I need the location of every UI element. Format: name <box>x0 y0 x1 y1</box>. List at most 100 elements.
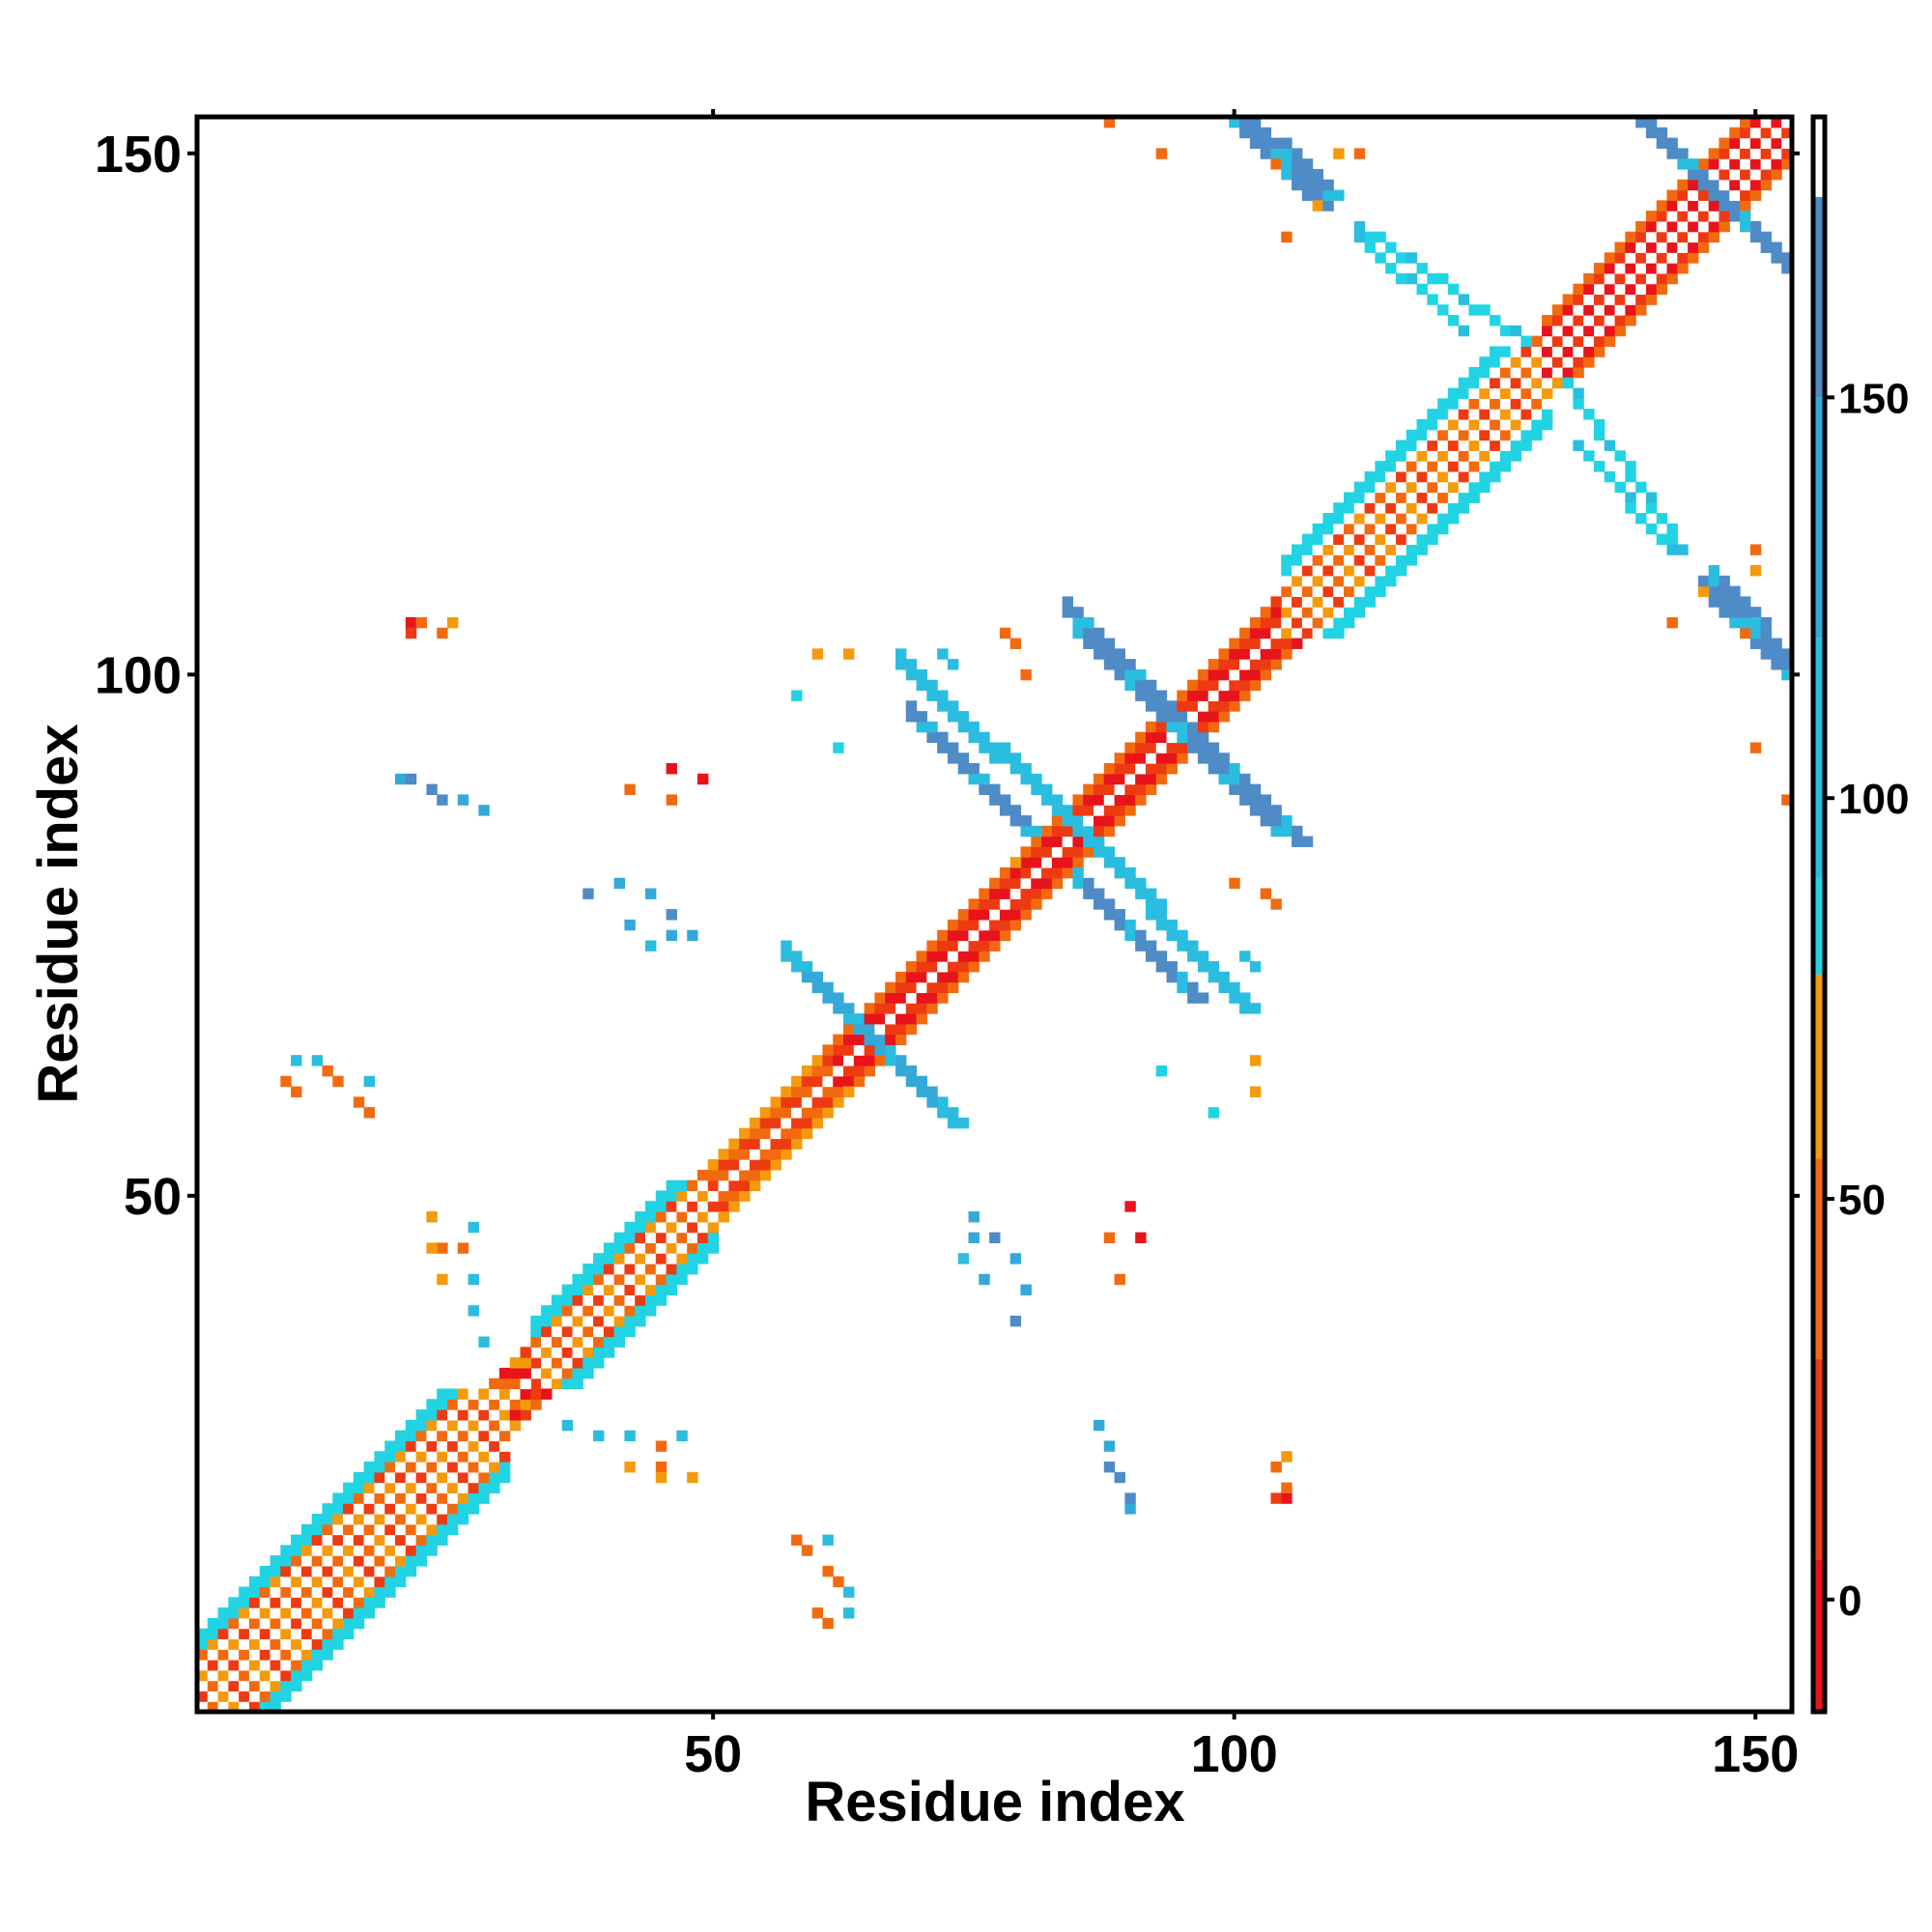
heatmap-cell <box>1292 836 1303 847</box>
heatmap-cell <box>291 1086 302 1097</box>
heatmap-cell <box>1249 805 1262 816</box>
heatmap-cell <box>207 1690 219 1702</box>
heatmap-cell <box>593 1294 605 1306</box>
heatmap-cell <box>1051 794 1064 806</box>
heatmap-cell <box>228 1660 240 1671</box>
heatmap-cell <box>1114 805 1125 816</box>
heatmap-cell <box>1437 481 1449 494</box>
heatmap-cell <box>1697 189 1710 201</box>
heatmap-cell <box>1666 220 1678 233</box>
heatmap-cell <box>1625 231 1636 243</box>
heatmap-cell <box>1124 783 1136 795</box>
heatmap-cell <box>1187 700 1199 712</box>
heatmap-cell <box>270 1607 281 1619</box>
heatmap-cell <box>1103 659 1116 670</box>
heatmap-cell <box>1583 325 1595 337</box>
heatmap-cell <box>1312 533 1324 546</box>
heatmap-cell <box>384 1451 396 1463</box>
heatmap-cell <box>468 1221 479 1234</box>
heatmap-cell <box>332 1555 344 1567</box>
heatmap-cell <box>1583 356 1595 368</box>
heatmap-cell <box>676 1221 688 1234</box>
heatmap-cell <box>1364 242 1376 253</box>
heatmap-cell <box>530 1367 542 1379</box>
heatmap-cell <box>1688 231 1699 243</box>
heatmap-cell <box>343 1503 355 1515</box>
heatmap-cell <box>822 1096 834 1108</box>
heatmap-cell <box>1666 263 1678 274</box>
heatmap-cell <box>1614 450 1626 462</box>
colorbar <box>1813 117 1825 1712</box>
heatmap-cell <box>968 721 980 733</box>
heatmap-cell <box>1301 616 1314 629</box>
heatmap-cell <box>1312 565 1324 577</box>
heatmap-cell <box>405 616 417 629</box>
heatmap-cell <box>1114 919 1125 931</box>
heatmap-cell <box>520 1357 531 1369</box>
heatmap-cell <box>582 1357 594 1369</box>
colorbar-band <box>1813 196 1825 398</box>
heatmap-cell <box>353 1503 365 1515</box>
heatmap-cell <box>1542 366 1553 379</box>
heatmap-cell <box>405 1555 417 1567</box>
heatmap-cell <box>968 929 980 942</box>
heatmap-cell <box>489 1440 500 1452</box>
heatmap-cell <box>1239 638 1251 649</box>
heatmap-cell <box>217 1680 229 1692</box>
heatmap-cell <box>1583 304 1595 316</box>
heatmap-cell <box>1479 429 1491 441</box>
heatmap-cell <box>239 1628 250 1640</box>
heatmap-cell <box>551 1367 563 1379</box>
heatmap-cell <box>1292 565 1303 577</box>
heatmap-cell <box>270 1660 281 1671</box>
heatmap-cell <box>259 1680 271 1692</box>
heatmap-cell <box>749 1179 761 1192</box>
heatmap-cell <box>1656 137 1668 149</box>
heatmap-cell <box>843 648 855 660</box>
heatmap-cell <box>1385 523 1397 535</box>
heatmap-cell <box>1562 356 1574 368</box>
heatmap-cell <box>332 1628 344 1640</box>
heatmap-cell <box>1551 377 1564 389</box>
heatmap-cell <box>916 1075 927 1088</box>
heatmap-cell <box>1301 158 1314 170</box>
heatmap-cell <box>239 1669 250 1682</box>
heatmap-cell <box>280 1576 292 1588</box>
heatmap-cell <box>207 1649 219 1661</box>
heatmap-cell <box>374 1597 385 1608</box>
heatmap-cell <box>468 1492 479 1504</box>
heatmap-cell <box>363 1586 376 1598</box>
heatmap-cell <box>801 1065 813 1077</box>
heatmap-cell <box>1260 659 1272 670</box>
heatmap-cell <box>270 1565 281 1577</box>
heatmap-cell <box>1499 366 1512 379</box>
heatmap-cell <box>905 1065 918 1077</box>
heatmap-cell <box>968 898 980 910</box>
heatmap-cell <box>1375 575 1386 587</box>
heatmap-cell <box>603 1263 615 1275</box>
heatmap-cell <box>291 1597 302 1608</box>
heatmap-cell <box>822 992 834 1004</box>
heatmap-cell <box>1740 148 1751 159</box>
heatmap-cell <box>1114 773 1125 785</box>
heatmap-cell <box>979 898 990 910</box>
heatmap-cell <box>1510 356 1522 368</box>
heatmap-cell <box>926 1096 938 1108</box>
heatmap-cell <box>957 919 970 931</box>
heatmap-cell <box>1270 1462 1282 1473</box>
heatmap-cell <box>1468 440 1480 451</box>
heatmap-cell <box>1031 773 1042 785</box>
heatmap-cell <box>833 1576 844 1588</box>
heatmap-cell <box>1343 554 1355 566</box>
heatmap-cell <box>1645 117 1658 128</box>
heatmap-cell <box>1103 783 1116 795</box>
heatmap-cell <box>551 1305 563 1317</box>
heatmap-cell <box>1031 888 1042 899</box>
heatmap-cell <box>1114 763 1125 775</box>
heatmap-cell <box>259 1638 271 1650</box>
heatmap-cell <box>280 1680 292 1692</box>
heatmap-cell <box>300 1576 313 1588</box>
heatmap-cell <box>1749 544 1762 555</box>
heatmap-cell <box>1656 263 1668 274</box>
heatmap-cell <box>833 1044 844 1056</box>
